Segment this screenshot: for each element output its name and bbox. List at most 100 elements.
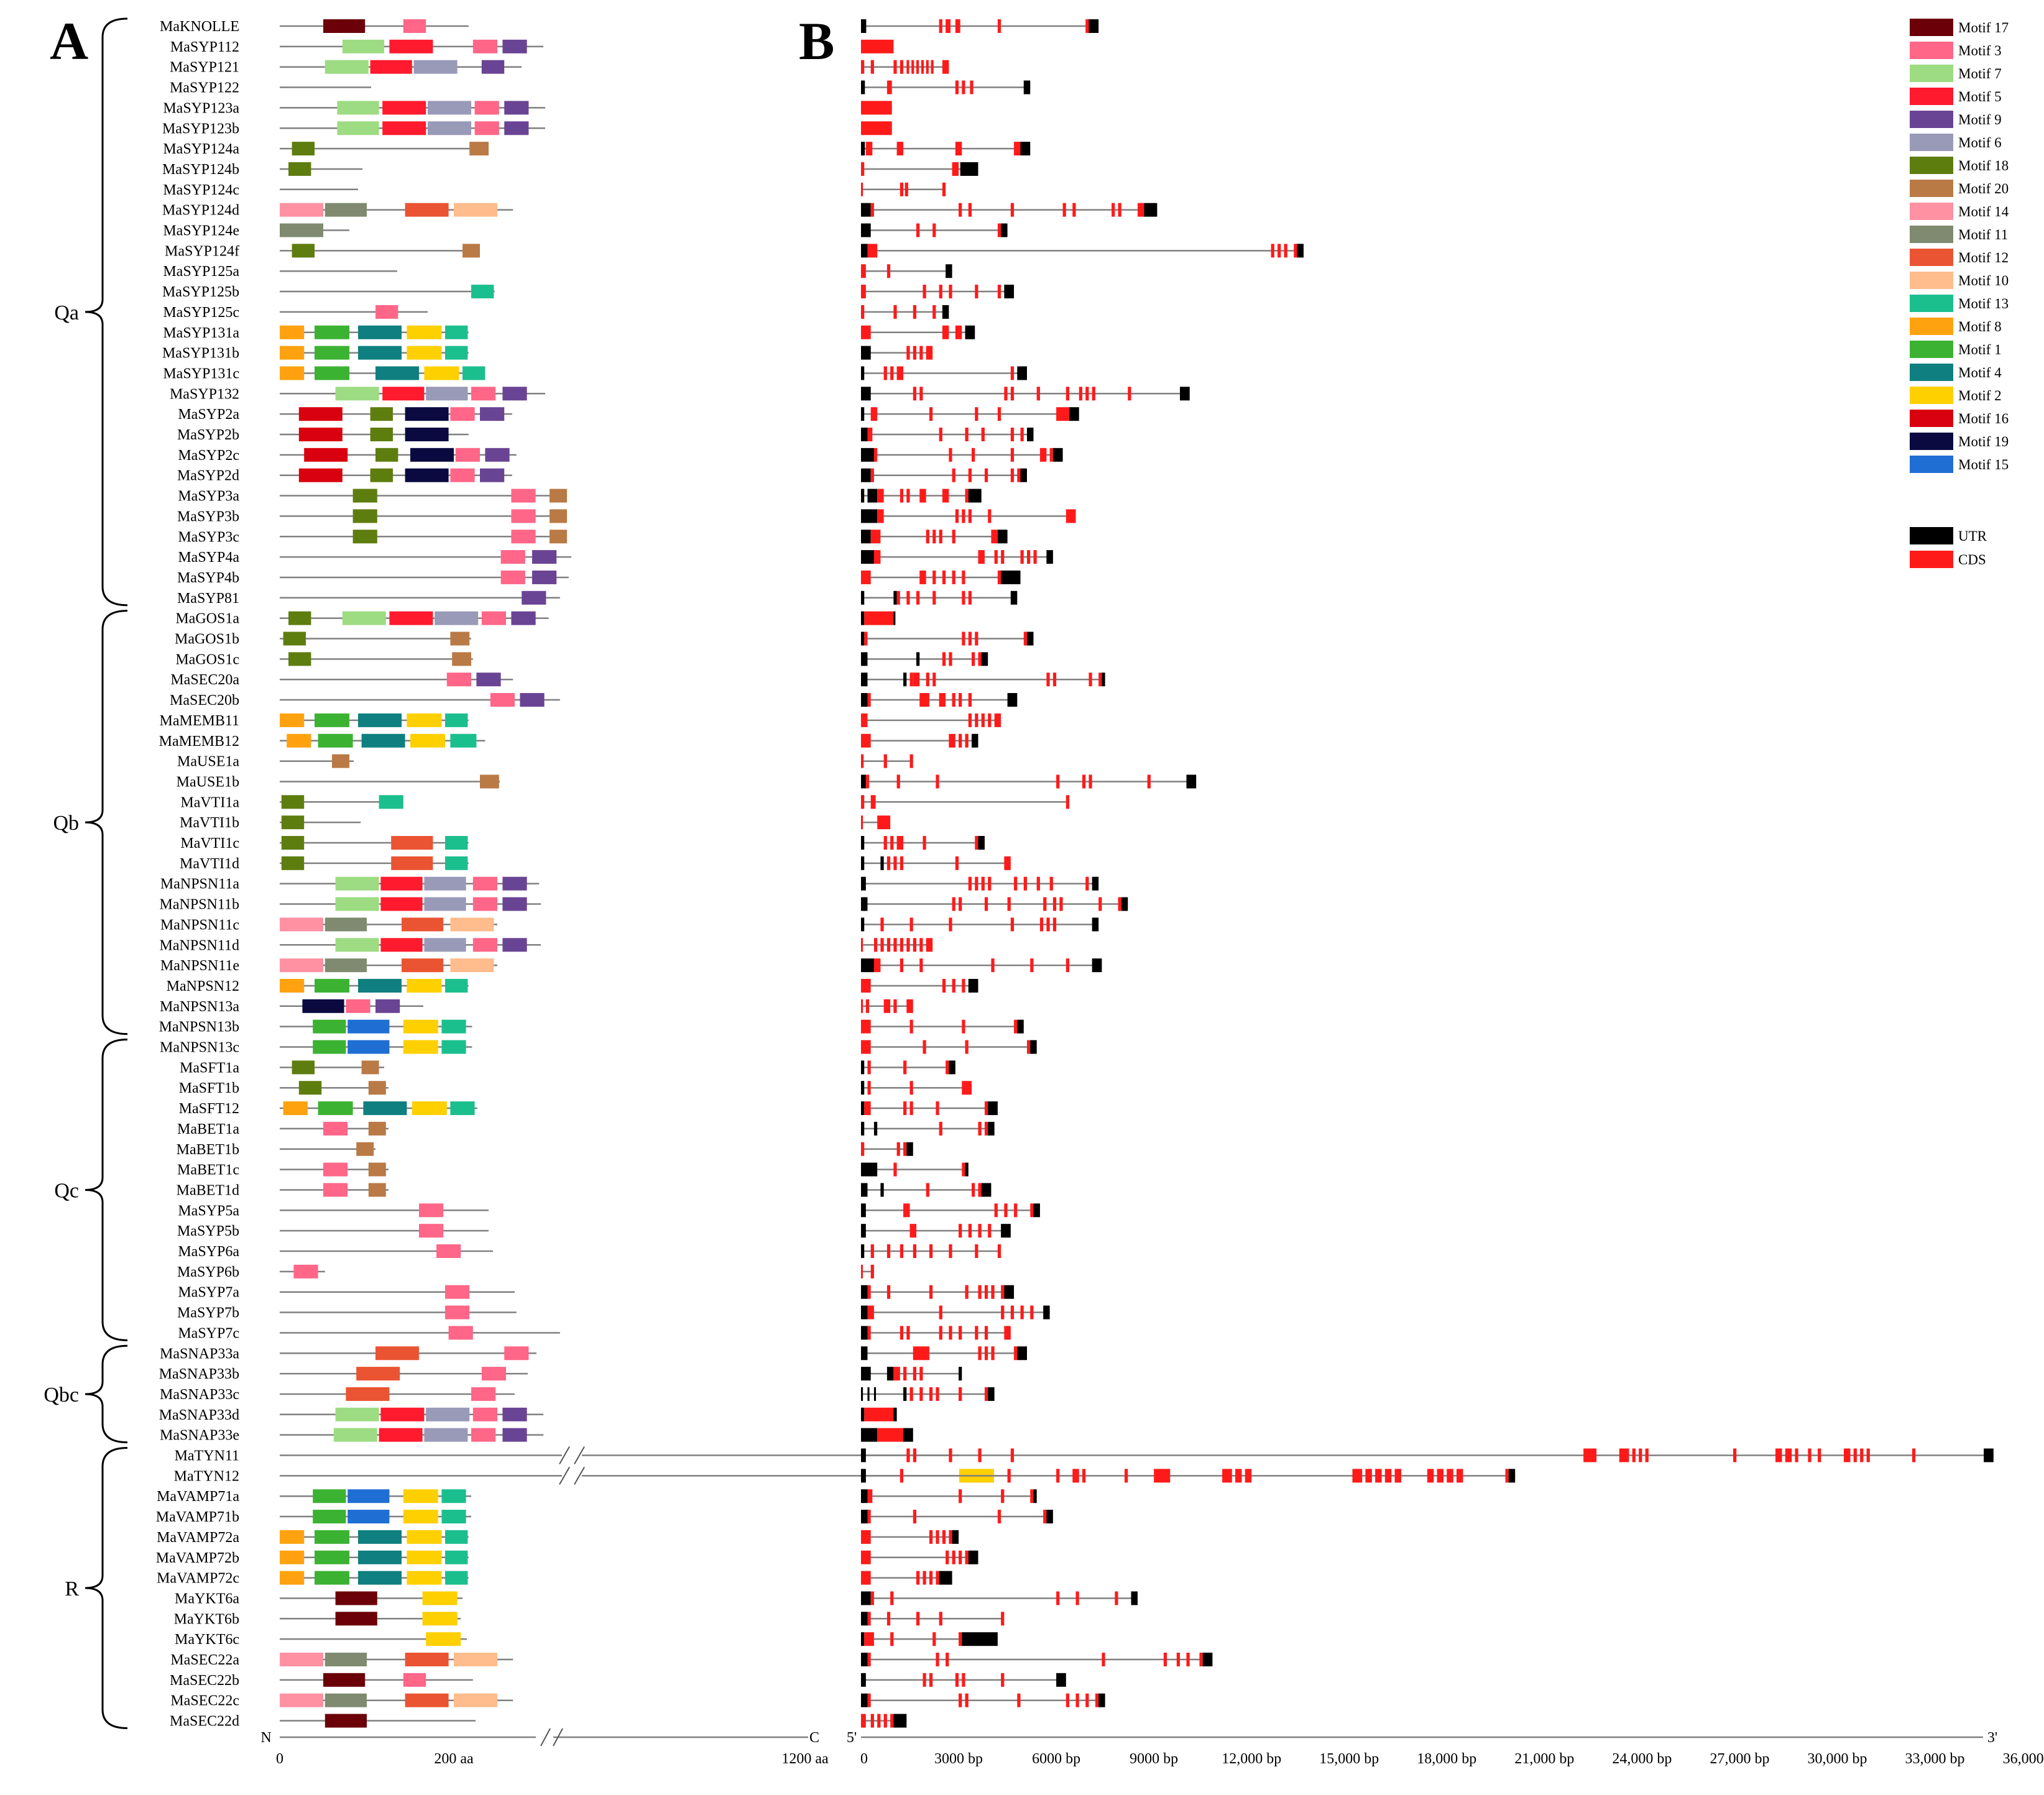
cds-block — [1457, 1469, 1463, 1483]
cds-block — [893, 856, 897, 870]
legend-label: Motif 17 — [1958, 20, 2009, 35]
motif-18-box — [292, 1060, 315, 1075]
cds-block — [919, 1387, 923, 1401]
legend-swatch-motif-15 — [1910, 456, 1953, 473]
cds-block — [913, 1244, 916, 1258]
motif-12-box — [402, 917, 444, 932]
cds-block — [1046, 673, 1050, 687]
motif-13-box — [445, 856, 468, 870]
motif-7-box — [342, 39, 384, 53]
gene-name: MaSNAP33b — [159, 1366, 239, 1382]
motif-12-box — [405, 203, 449, 217]
cds-block — [861, 285, 866, 299]
utr-block — [861, 346, 871, 360]
motif-9-box — [522, 590, 546, 605]
cds-block — [955, 325, 962, 339]
cds-block — [877, 489, 884, 503]
cds-block — [867, 1510, 871, 1524]
cds-block — [942, 978, 946, 993]
cds-block — [991, 530, 998, 544]
gene-name: MaNPSN13b — [159, 1019, 239, 1035]
utr-block — [1033, 1203, 1040, 1218]
motif-2-box — [407, 1550, 442, 1564]
cds-block — [916, 1612, 920, 1626]
utr-block — [959, 1367, 962, 1381]
motif-3-box — [293, 1264, 318, 1279]
cds-block — [1010, 1305, 1015, 1320]
cds-block — [1089, 774, 1092, 789]
cds-block — [1010, 468, 1015, 482]
motif-1-box — [315, 1530, 349, 1544]
cds-block — [942, 1530, 946, 1544]
cds-block — [1001, 1305, 1005, 1320]
cds-block — [1912, 1448, 1916, 1462]
motif-13-box — [379, 795, 403, 809]
cds-block — [916, 60, 919, 74]
motif-3-box — [490, 693, 515, 707]
gene-name: MaSYP3b — [177, 508, 239, 525]
cds-block — [1039, 917, 1044, 932]
gene-name: MaMEMB11 — [160, 713, 239, 729]
gene-name: MaSYP125b — [162, 284, 239, 300]
legend-swatch-motif-1 — [1910, 341, 1953, 358]
utr-block — [1001, 1224, 1011, 1238]
cds-block — [1271, 244, 1274, 258]
motif-10-box — [454, 1693, 497, 1707]
group-label: Qa — [54, 301, 79, 324]
utr-block — [1030, 1040, 1037, 1054]
cds-block — [1278, 244, 1281, 258]
cds-block — [991, 1285, 995, 1299]
motif-12-box — [391, 856, 433, 870]
motif-16-box — [304, 448, 348, 462]
utr-block — [1092, 958, 1102, 973]
cds-block — [1079, 387, 1082, 401]
utr-block — [861, 366, 865, 380]
cds-block — [952, 693, 955, 707]
motif-3-box — [448, 1326, 473, 1340]
motif-9-box — [502, 1407, 527, 1421]
cds-block — [873, 550, 881, 564]
cds-block — [906, 346, 910, 360]
cds-block — [886, 1285, 891, 1299]
cds-block — [971, 1183, 975, 1197]
axis-b-tick: 24,000 bp — [1612, 1751, 1672, 1767]
motif-2-box — [422, 1591, 458, 1605]
cds-block — [929, 1571, 933, 1585]
utr-block — [1020, 468, 1027, 482]
motif-6-box — [426, 1407, 470, 1421]
legend-label: Motif 2 — [1958, 388, 2002, 403]
cds-block — [913, 1510, 916, 1524]
motif-3-box — [511, 509, 536, 523]
motif-rows: MaKNOLLE MaSYP112 MaSYP121 MaSYP122 MaSYP123… — [156, 19, 1011, 1730]
motif-4-box — [358, 1571, 402, 1585]
cds-block — [867, 1081, 871, 1095]
motif-7-box — [335, 387, 379, 401]
cds-block — [975, 713, 978, 727]
utr-block — [1092, 917, 1099, 932]
cds-block — [1085, 387, 1089, 401]
cds-block — [861, 1040, 871, 1054]
cds-block — [1007, 1469, 1011, 1483]
utr-block — [893, 1714, 907, 1728]
motif-18-box — [292, 142, 315, 156]
cds-block — [1026, 1040, 1031, 1054]
motif-18-box — [352, 489, 377, 503]
motif-3-box — [474, 101, 499, 115]
cds-block — [959, 897, 962, 911]
legend-swatch-motif-17 — [1910, 19, 1953, 36]
cds-block — [968, 590, 972, 605]
motif-1-box — [315, 713, 349, 727]
cds-block — [880, 917, 884, 932]
cds-block — [896, 142, 904, 156]
cds-block — [949, 1326, 952, 1340]
motif-19-box — [405, 428, 449, 441]
motif-2-box — [410, 733, 445, 748]
motif-6-box — [424, 876, 466, 891]
cds-block — [942, 182, 946, 196]
cds-block — [1010, 428, 1015, 441]
cds-block — [883, 836, 887, 850]
utr-block — [988, 1387, 995, 1401]
cds-block — [965, 1285, 969, 1299]
utr-block — [861, 1612, 868, 1626]
motif-15-box — [348, 1489, 390, 1503]
